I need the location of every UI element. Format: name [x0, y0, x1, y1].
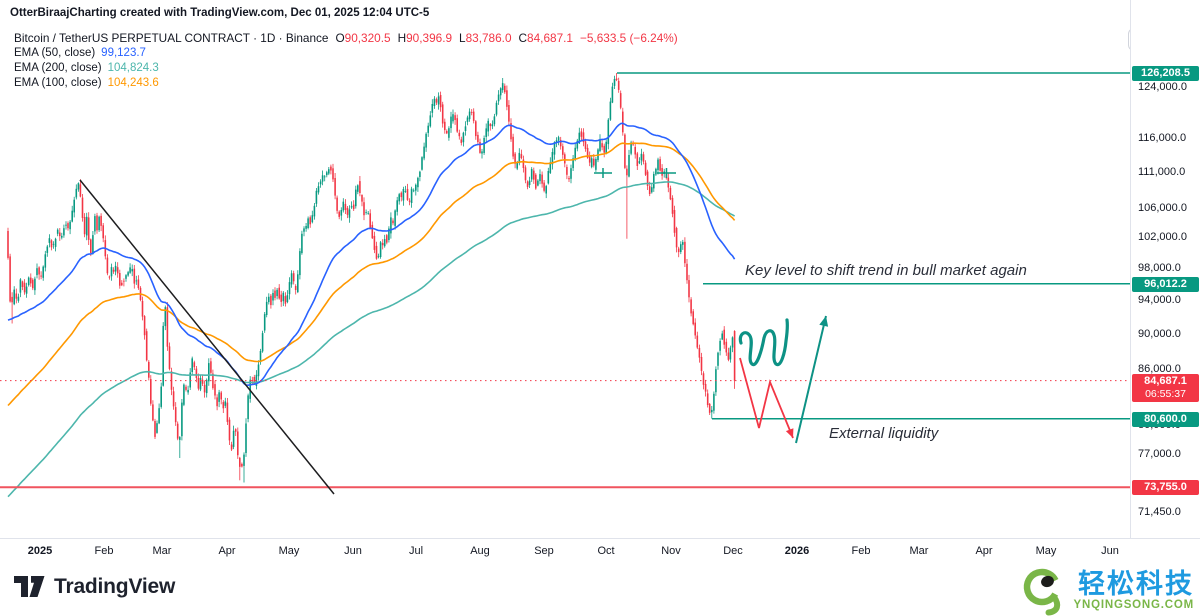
indicator-ema200[interactable]: EMA (200, close) 104,824.3: [14, 62, 678, 77]
downtrend-line[interactable]: [79, 179, 335, 495]
tradingview-logo-icon: [14, 576, 45, 597]
squiggle-projection[interactable]: [738, 318, 790, 367]
price-axis-label: 86,000.0: [1138, 362, 1181, 375]
watermark-cn-text: 轻松科技: [1078, 568, 1194, 599]
price-axis-label: 116,000.0: [1138, 132, 1187, 144]
axis-corner: [1130, 538, 1200, 563]
tradingview-logo[interactable]: TradingView: [14, 575, 175, 599]
symbol-title-row[interactable]: Bitcoin / TetherUS PERPETUAL CONTRACT · …: [14, 31, 678, 45]
ema100-label: EMA (100, close): [14, 77, 102, 89]
time-axis-label: Jun: [1101, 545, 1119, 557]
ema50-value: 99,123.7: [101, 47, 146, 59]
watermark-site-text: YNQINGSONG.COM: [1073, 598, 1194, 611]
watermark: 轻松科技 YNQINGSONG.COM: [1017, 564, 1194, 616]
symbol-title[interactable]: Bitcoin / TetherUS PERPETUAL CONTRACT · …: [14, 31, 329, 45]
ema-100-line[interactable]: [7, 142, 736, 407]
high-label: H: [397, 31, 407, 45]
annotation-key-level[interactable]: Key level to shift trend in bull market …: [745, 262, 1027, 279]
annotation-external-liquidity[interactable]: External liquidity: [829, 425, 939, 442]
time-axis-label: Feb: [94, 545, 114, 557]
chart-legend: Bitcoin / TetherUS PERPETUAL CONTRACT · …: [14, 31, 678, 92]
change-value: −5,633.5 (−6.24%): [579, 31, 678, 45]
time-axis-label: Mar: [909, 545, 929, 557]
price-level-badge: 80,600.0: [1132, 411, 1199, 427]
time-axis-label: Apr: [975, 545, 993, 557]
close-label: C: [518, 31, 528, 45]
price-axis-label: 98,000.0: [1138, 262, 1181, 274]
time-axis-label: Jun: [344, 545, 362, 557]
time-axis-label: Mar: [152, 545, 172, 557]
price-axis-label: 90,000.0: [1138, 327, 1181, 340]
price-axis[interactable]: 124,000.0 116,000.0 111,000.0 106,000.0 102,…: [1130, 0, 1200, 562]
price-level-badge: 126,208.5: [1132, 66, 1199, 81]
price-axis-label: 94,000.0: [1138, 294, 1181, 307]
price-axis-label: 77,000.0: [1138, 448, 1181, 460]
ema50-label: EMA (50, close): [14, 47, 96, 59]
low-label: L: [459, 31, 466, 45]
current-price-badge: 84,687.1 06:55:37: [1132, 373, 1199, 402]
price-axis-label: 111,000.0: [1138, 166, 1186, 178]
time-axis-label: Oct: [597, 545, 615, 557]
bar-countdown: 06:55:37: [1145, 387, 1186, 400]
ema200-label: EMA (200, close): [14, 62, 102, 74]
time-axis-label: May: [278, 545, 300, 557]
price-axis-label: 124,000.0: [1138, 80, 1187, 93]
price-axis-label: 71,450.0: [1138, 505, 1181, 518]
price-axis-label: 102,000.0: [1138, 231, 1187, 244]
ema200-value: 104,824.3: [107, 62, 159, 74]
attribution-bar: OtterBiraajCharting created with Trading…: [0, 0, 1200, 26]
time-axis-label: May: [1035, 545, 1057, 557]
red-zigzag-projection[interactable]: [739, 357, 794, 439]
time-axis-label: Jul: [408, 545, 424, 557]
close-value: 84,687.1: [527, 31, 573, 45]
ema-200-line[interactable]: [7, 181, 736, 498]
time-axis-label: Dec: [723, 545, 743, 557]
time-axis-label: Sep: [534, 545, 554, 557]
low-value: 83,786.0: [465, 31, 512, 45]
ema100-value: 104,243.6: [107, 77, 159, 89]
red-arrowhead: [785, 428, 794, 438]
time-axis-label: Feb: [851, 545, 871, 557]
indicator-ema50[interactable]: EMA (50, close) 99,123.7: [14, 47, 678, 62]
indicator-ema100[interactable]: EMA (100, close) 104,243.6: [14, 77, 678, 92]
teal-arrowhead: [819, 316, 829, 327]
watermark-logo-icon: [1023, 568, 1060, 616]
open-label: O: [335, 31, 345, 45]
time-axis[interactable]: 2025 Feb Mar Apr May Jun Jul Aug Sep Oct Nov Dec 202…: [0, 538, 1130, 563]
tradingview-logo-text: TradingView: [54, 575, 176, 598]
chart-canvas[interactable]: Bitcoin / TetherUS PERPETUAL CONTRACT · …: [0, 0, 1130, 562]
high-value: 90,396.9: [406, 31, 453, 45]
time-axis-label: 2025: [27, 545, 53, 557]
footer: TradingView 轻松科技 YNQINGSONG.COM: [0, 562, 1200, 616]
price-chart[interactable]: [0, 0, 1130, 562]
time-axis-label: Nov: [661, 545, 681, 557]
price-level-badge: 96,012.2: [1132, 276, 1199, 292]
time-axis-label: Aug: [470, 545, 490, 557]
ema-50-line[interactable]: [7, 122, 736, 387]
price-axis-label: 106,000.0: [1138, 201, 1187, 214]
open-value: 90,320.5: [344, 31, 391, 45]
price-level-badge: 73,755.0: [1132, 480, 1199, 496]
teal-up-arrow[interactable]: [795, 315, 827, 444]
time-axis-label: Apr: [218, 545, 236, 557]
attribution-text: OtterBiraajCharting created with Trading…: [10, 7, 430, 19]
time-axis-label: 2026: [784, 545, 810, 557]
